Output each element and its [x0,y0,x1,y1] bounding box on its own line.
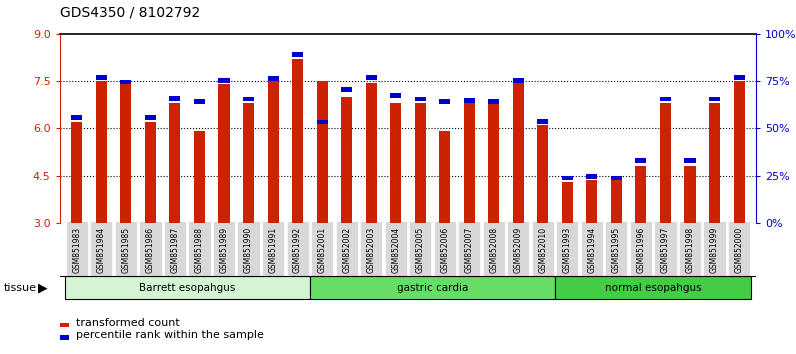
Bar [611,176,622,180]
Bar [267,81,279,223]
Bar [464,103,474,223]
Bar [611,181,622,223]
Bar [267,76,279,81]
Bar [555,276,751,299]
Bar [390,103,401,223]
Text: normal esopahgus: normal esopahgus [605,282,701,293]
Bar [660,103,671,223]
Text: percentile rank within the sample: percentile rank within the sample [76,330,263,340]
Bar [709,97,720,101]
Bar [170,103,181,223]
Bar [243,97,254,101]
Bar [537,125,548,223]
Text: ▶: ▶ [38,281,48,294]
Bar [562,182,573,223]
Bar [488,99,499,104]
Bar [513,78,524,83]
Bar [365,75,377,80]
Bar [145,115,156,120]
Bar [120,84,131,223]
Bar [292,52,303,57]
Bar [194,131,205,223]
Bar [341,87,352,92]
Bar [64,276,310,299]
Bar [243,103,254,223]
Bar [537,119,548,124]
Bar [513,82,524,223]
Bar [72,122,82,223]
Bar [145,122,156,223]
Bar [292,59,303,223]
Text: Barrett esopahgus: Barrett esopahgus [139,282,236,293]
Bar [587,174,598,179]
Bar [488,103,499,223]
Bar [120,80,131,84]
Bar [685,159,696,163]
Bar [439,99,451,104]
Bar [562,176,573,180]
Bar [96,81,107,223]
Bar [341,97,352,223]
Bar [709,103,720,223]
Text: gastric cardia: gastric cardia [396,282,468,293]
Bar [587,181,598,223]
Bar [96,75,107,80]
Bar [317,120,328,124]
Bar [310,276,555,299]
Bar [635,159,646,163]
Bar [194,99,205,104]
Text: transformed count: transformed count [76,318,179,328]
Bar [734,75,744,80]
Bar [439,131,451,223]
Bar [390,93,401,98]
Bar [317,81,328,223]
Bar [170,96,181,101]
Bar [218,78,229,83]
Text: tissue: tissue [4,282,37,293]
Bar [72,115,82,120]
Bar [685,166,696,223]
Bar [464,98,474,103]
Text: GDS4350 / 8102792: GDS4350 / 8102792 [60,5,200,19]
Bar [365,82,377,223]
Bar [635,166,646,223]
Bar [734,81,744,223]
Bar [415,103,426,223]
Bar [218,84,229,223]
Bar [415,97,426,101]
Bar [660,97,671,101]
